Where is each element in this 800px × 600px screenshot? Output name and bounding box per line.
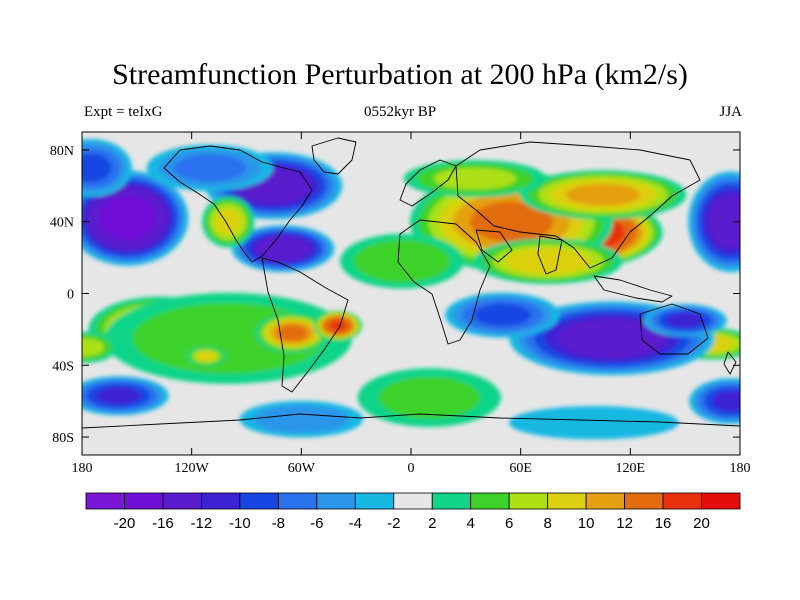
contour-band [557,318,667,359]
colorbar-label: 10 [578,515,595,532]
contour-band [378,376,480,419]
colorbar-swatch [162,492,202,510]
colorbar-swatch [662,492,702,510]
colorbar-swatch [585,492,625,510]
lon-tick-label: 120E [616,461,646,476]
colorbar-swatch [431,492,472,510]
lon-tick-label: 0 [408,461,415,476]
contour-band [196,351,217,362]
colorbar-swatch [354,492,395,510]
colorbar-swatch [547,492,587,510]
colorbar-label: -8 [272,515,285,532]
contour-band [276,324,308,342]
experiment-label: Expt = teIxG [84,104,163,120]
colorbar-swatch [239,492,279,510]
contour-band [82,338,104,357]
contour-band [255,236,311,262]
colorbar-label: -20 [114,515,136,532]
colorbar-swatch [277,492,318,510]
axis-ticks [81,132,741,455]
lat-tick-label: 0 [67,288,74,303]
colorbar-swatch [624,492,664,510]
coastlines [82,137,740,429]
lat-tick-label: 40S [52,359,74,374]
colorbar-label: -16 [152,515,174,532]
colorbar-label: -12 [191,515,213,532]
contour-band [96,386,141,405]
contour-band [99,195,157,241]
colorbar-swatch [701,492,741,510]
colorbar-swatch [508,492,549,510]
lat-tick-label: 80S [52,431,74,446]
colorbar-swatch [201,492,241,510]
chart-title: Streamfunction Perturbation at 200 hPa (… [112,58,688,91]
period-label: 0552kyr BP [363,104,437,120]
colorbar-swatch [470,492,510,510]
contour-band [433,167,517,190]
colorbar-swatch [316,492,356,510]
colorbar-swatch [124,492,164,510]
longitude-labels: 180 120W 60W 0 60E 120E 180 [72,461,751,476]
lon-tick-label: 180 [72,461,93,476]
colorbar-label: -2 [387,515,400,532]
colorbar: -20 -16 -12 -10 -8 -6 -4 -2 2 4 6 8 10 12 16 20 [85,492,741,532]
lat-tick-label: 80N [50,144,74,159]
lon-tick-label: 120W [175,461,210,476]
colorbar-swatch [85,492,125,510]
anomaly-layer [82,139,740,440]
contour-band [473,303,531,327]
colorbar-label: 6 [505,515,513,532]
colorbar-label: 8 [543,515,551,532]
lon-tick-label: 60E [509,461,532,476]
contour-band [215,208,242,235]
colorbar-label: -6 [310,515,323,532]
contour-band [712,390,740,412]
season-label: JJA [719,104,742,120]
colorbar-label: 20 [693,515,710,532]
contour-band [508,406,679,440]
contour-band [708,194,740,249]
contour-band [173,154,247,182]
colorbar-label: 4 [467,515,475,532]
contour-band [82,153,112,183]
lon-tick-label: 180 [730,461,751,476]
contour-band [329,320,347,332]
contour-band [565,183,641,206]
colorbar-swatch [393,492,433,510]
colorbar-label: 12 [616,515,633,532]
plot-area [82,132,740,455]
colorbar-label: 16 [655,515,672,532]
colorbar-label: 2 [428,515,436,532]
colorbar-label: -4 [349,515,362,532]
latitude-labels: 80N 40N 0 40S 80S [50,144,74,446]
colorbar-label: -10 [229,515,251,532]
contour-band [666,313,704,328]
contour-band [353,240,450,283]
lat-tick-label: 40N [50,216,74,231]
contour-band [253,405,350,434]
contour-band [470,201,553,243]
contour-band [505,248,592,275]
lon-tick-label: 60W [288,461,316,476]
